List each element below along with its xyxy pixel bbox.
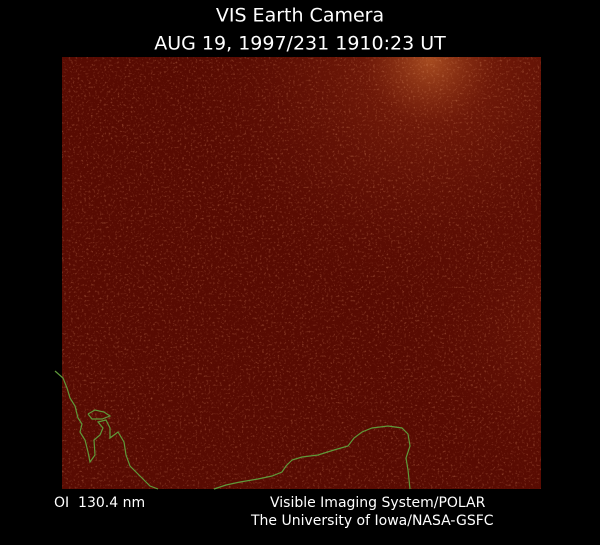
coastline: [54, 370, 411, 490]
credit-line: The University of Iowa/NASA-GSFC: [250, 513, 494, 529]
wavelength-label: OI 130.4 nm: [54, 495, 145, 511]
title: VIS Earth Camera: [216, 5, 384, 27]
earth-image: [62, 57, 541, 489]
subtitle: AUG 19, 1997/231 1910:23 UT: [154, 33, 446, 55]
coastline-west: [54, 370, 159, 490]
image-noise: [62, 57, 541, 489]
credit-line: Visible Imaging System/POLAR: [270, 495, 486, 511]
coastline-island: [87, 409, 112, 420]
coastline-south: [213, 425, 411, 490]
